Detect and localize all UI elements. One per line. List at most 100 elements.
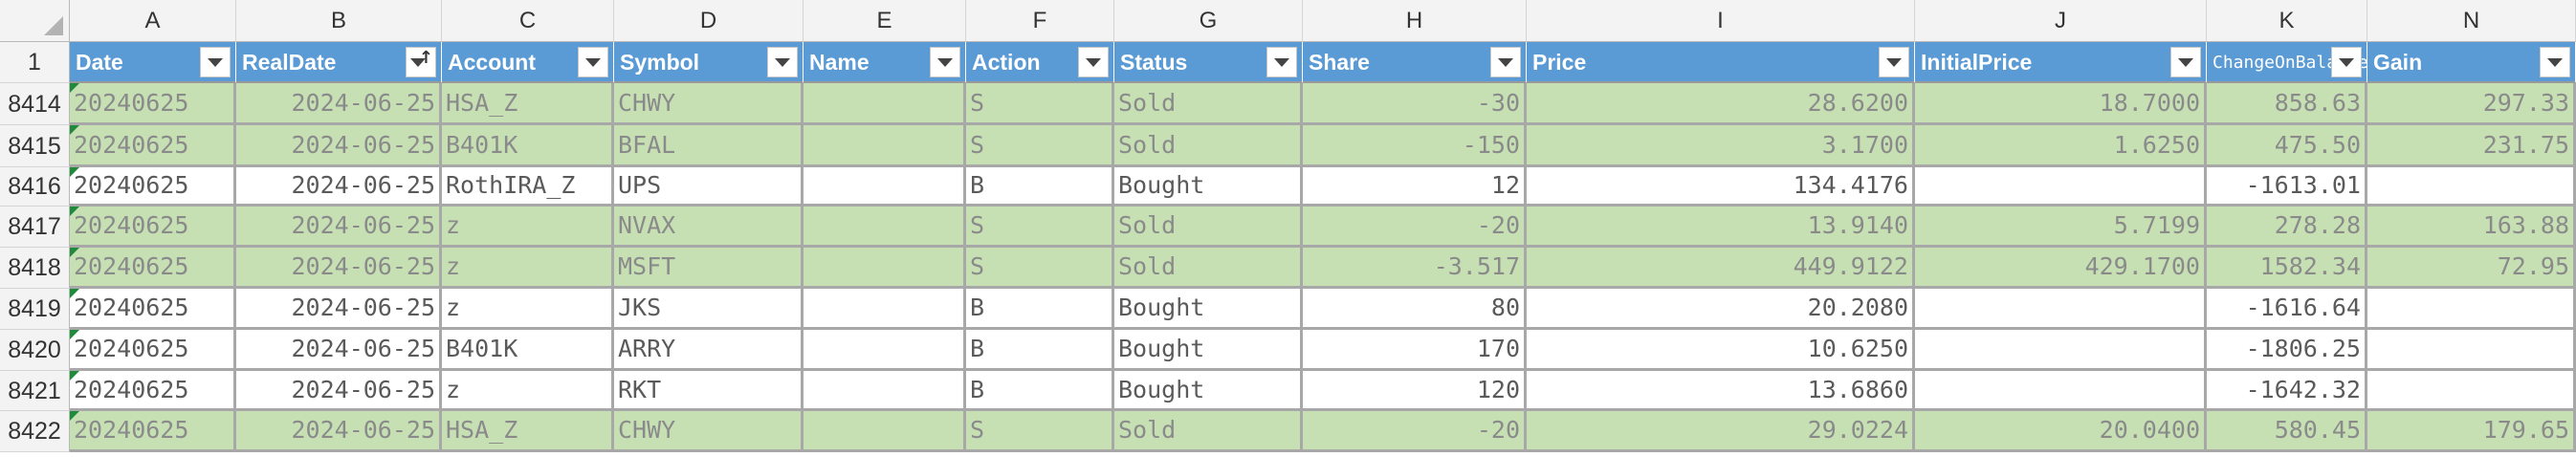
cell-date[interactable]: 20240625: [70, 207, 236, 248]
cell-changeonbalance[interactable]: -1613.01: [2207, 167, 2367, 207]
cell-initialprice[interactable]: 429.1700: [1915, 248, 2207, 289]
column-header-N[interactable]: N: [2367, 0, 2576, 42]
cell-realdate[interactable]: 2024-06-25: [236, 83, 442, 125]
cell-gain[interactable]: 163.88: [2367, 207, 2576, 248]
cell-changeonbalance[interactable]: 858.63: [2207, 83, 2367, 125]
cell-date[interactable]: 20240625: [70, 248, 236, 289]
column-header-J[interactable]: J: [1915, 0, 2207, 42]
cell-share[interactable]: 170: [1303, 330, 1527, 371]
cell-date[interactable]: 20240625: [70, 371, 236, 411]
sort-filter-button-realdate[interactable]: ↑: [406, 47, 436, 77]
cell-status[interactable]: Bought: [1114, 330, 1303, 371]
cell-share[interactable]: 12: [1303, 167, 1527, 207]
cell-account[interactable]: RothIRA_Z: [442, 167, 614, 207]
column-header-G[interactable]: G: [1114, 0, 1303, 42]
filter-button-date[interactable]: [200, 47, 231, 77]
filter-button-status[interactable]: [1266, 47, 1297, 77]
cell-realdate[interactable]: 2024-06-25: [236, 248, 442, 289]
row-header-8418[interactable]: 8418: [0, 248, 70, 289]
cell-action[interactable]: B: [966, 330, 1114, 371]
cell-action[interactable]: B: [966, 289, 1114, 330]
cell-symbol[interactable]: RKT: [614, 371, 804, 411]
row-header-8414[interactable]: 8414: [0, 83, 70, 125]
cell-name[interactable]: [804, 125, 966, 167]
filter-button-changeonbalance[interactable]: [2331, 47, 2362, 77]
cell-action[interactable]: S: [966, 411, 1114, 452]
cell-action[interactable]: S: [966, 83, 1114, 125]
header-name[interactable]: Name: [804, 42, 966, 83]
cell-account[interactable]: z: [442, 289, 614, 330]
cell-symbol[interactable]: CHWY: [614, 411, 804, 452]
header-price[interactable]: Price: [1527, 42, 1915, 83]
column-header-K[interactable]: K: [2207, 0, 2367, 42]
cell-name[interactable]: [804, 371, 966, 411]
cell-changeonbalance[interactable]: 278.28: [2207, 207, 2367, 248]
header-symbol[interactable]: Symbol: [614, 42, 804, 83]
cell-realdate[interactable]: 2024-06-25: [236, 371, 442, 411]
header-changeonbalance[interactable]: ChangeOnBalance: [2207, 42, 2367, 83]
cell-gain[interactable]: [2367, 371, 2576, 411]
cell-gain[interactable]: 297.33: [2367, 83, 2576, 125]
cell-share[interactable]: -30: [1303, 83, 1527, 125]
filter-button-symbol[interactable]: [767, 47, 798, 77]
cell-action[interactable]: B: [966, 167, 1114, 207]
cell-realdate[interactable]: 2024-06-25: [236, 167, 442, 207]
cell-account[interactable]: z: [442, 248, 614, 289]
cell-status[interactable]: Sold: [1114, 125, 1303, 167]
cell-price[interactable]: 3.1700: [1527, 125, 1915, 167]
cell-date[interactable]: 20240625: [70, 167, 236, 207]
column-header-D[interactable]: D: [614, 0, 804, 42]
cell-symbol[interactable]: UPS: [614, 167, 804, 207]
cell-status[interactable]: Bought: [1114, 167, 1303, 207]
cell-account[interactable]: HSA_Z: [442, 411, 614, 452]
cell-symbol[interactable]: ARRY: [614, 330, 804, 371]
cell-initialprice[interactable]: 5.7199: [1915, 207, 2207, 248]
cell-status[interactable]: Sold: [1114, 248, 1303, 289]
column-header-A[interactable]: A: [70, 0, 236, 42]
filter-button-account[interactable]: [578, 47, 608, 77]
cell-price[interactable]: 13.9140: [1527, 207, 1915, 248]
header-action[interactable]: Action: [966, 42, 1114, 83]
filter-button-action[interactable]: [1078, 47, 1109, 77]
cell-changeonbalance[interactable]: -1616.64: [2207, 289, 2367, 330]
row-header-8417[interactable]: 8417: [0, 207, 70, 248]
cell-initialprice[interactable]: 18.7000: [1915, 83, 2207, 125]
cell-name[interactable]: [804, 167, 966, 207]
cell-share[interactable]: 80: [1303, 289, 1527, 330]
cell-action[interactable]: B: [966, 371, 1114, 411]
cell-changeonbalance[interactable]: -1642.32: [2207, 371, 2367, 411]
cell-gain[interactable]: 231.75: [2367, 125, 2576, 167]
cell-realdate[interactable]: 2024-06-25: [236, 289, 442, 330]
column-header-B[interactable]: B: [236, 0, 442, 42]
cell-price[interactable]: 13.6860: [1527, 371, 1915, 411]
cell-account[interactable]: B401K: [442, 330, 614, 371]
cell-initialprice[interactable]: 1.6250: [1915, 125, 2207, 167]
cell-account[interactable]: B401K: [442, 125, 614, 167]
cell-name[interactable]: [804, 248, 966, 289]
cell-initialprice[interactable]: [1915, 330, 2207, 371]
cell-account[interactable]: z: [442, 371, 614, 411]
cell-date[interactable]: 20240625: [70, 83, 236, 125]
filter-button-name[interactable]: [930, 47, 960, 77]
cell-date[interactable]: 20240625: [70, 289, 236, 330]
cell-realdate[interactable]: 2024-06-25: [236, 207, 442, 248]
cell-action[interactable]: S: [966, 248, 1114, 289]
cell-price[interactable]: 449.9122: [1527, 248, 1915, 289]
cell-date[interactable]: 20240625: [70, 125, 236, 167]
cell-initialprice[interactable]: [1915, 289, 2207, 330]
cell-share[interactable]: -20: [1303, 411, 1527, 452]
cell-share[interactable]: 120: [1303, 371, 1527, 411]
row-header-8415[interactable]: 8415: [0, 125, 70, 167]
cell-gain[interactable]: [2367, 167, 2576, 207]
cell-symbol[interactable]: JKS: [614, 289, 804, 330]
header-status[interactable]: Status: [1114, 42, 1303, 83]
cell-status[interactable]: Bought: [1114, 371, 1303, 411]
cell-date[interactable]: 20240625: [70, 411, 236, 452]
cell-share[interactable]: -3.517: [1303, 248, 1527, 289]
cell-status[interactable]: Bought: [1114, 289, 1303, 330]
filter-button-initialprice[interactable]: [2170, 47, 2201, 77]
column-header-I[interactable]: I: [1527, 0, 1915, 42]
column-header-C[interactable]: C: [442, 0, 614, 42]
row-header-8416[interactable]: 8416: [0, 167, 70, 207]
